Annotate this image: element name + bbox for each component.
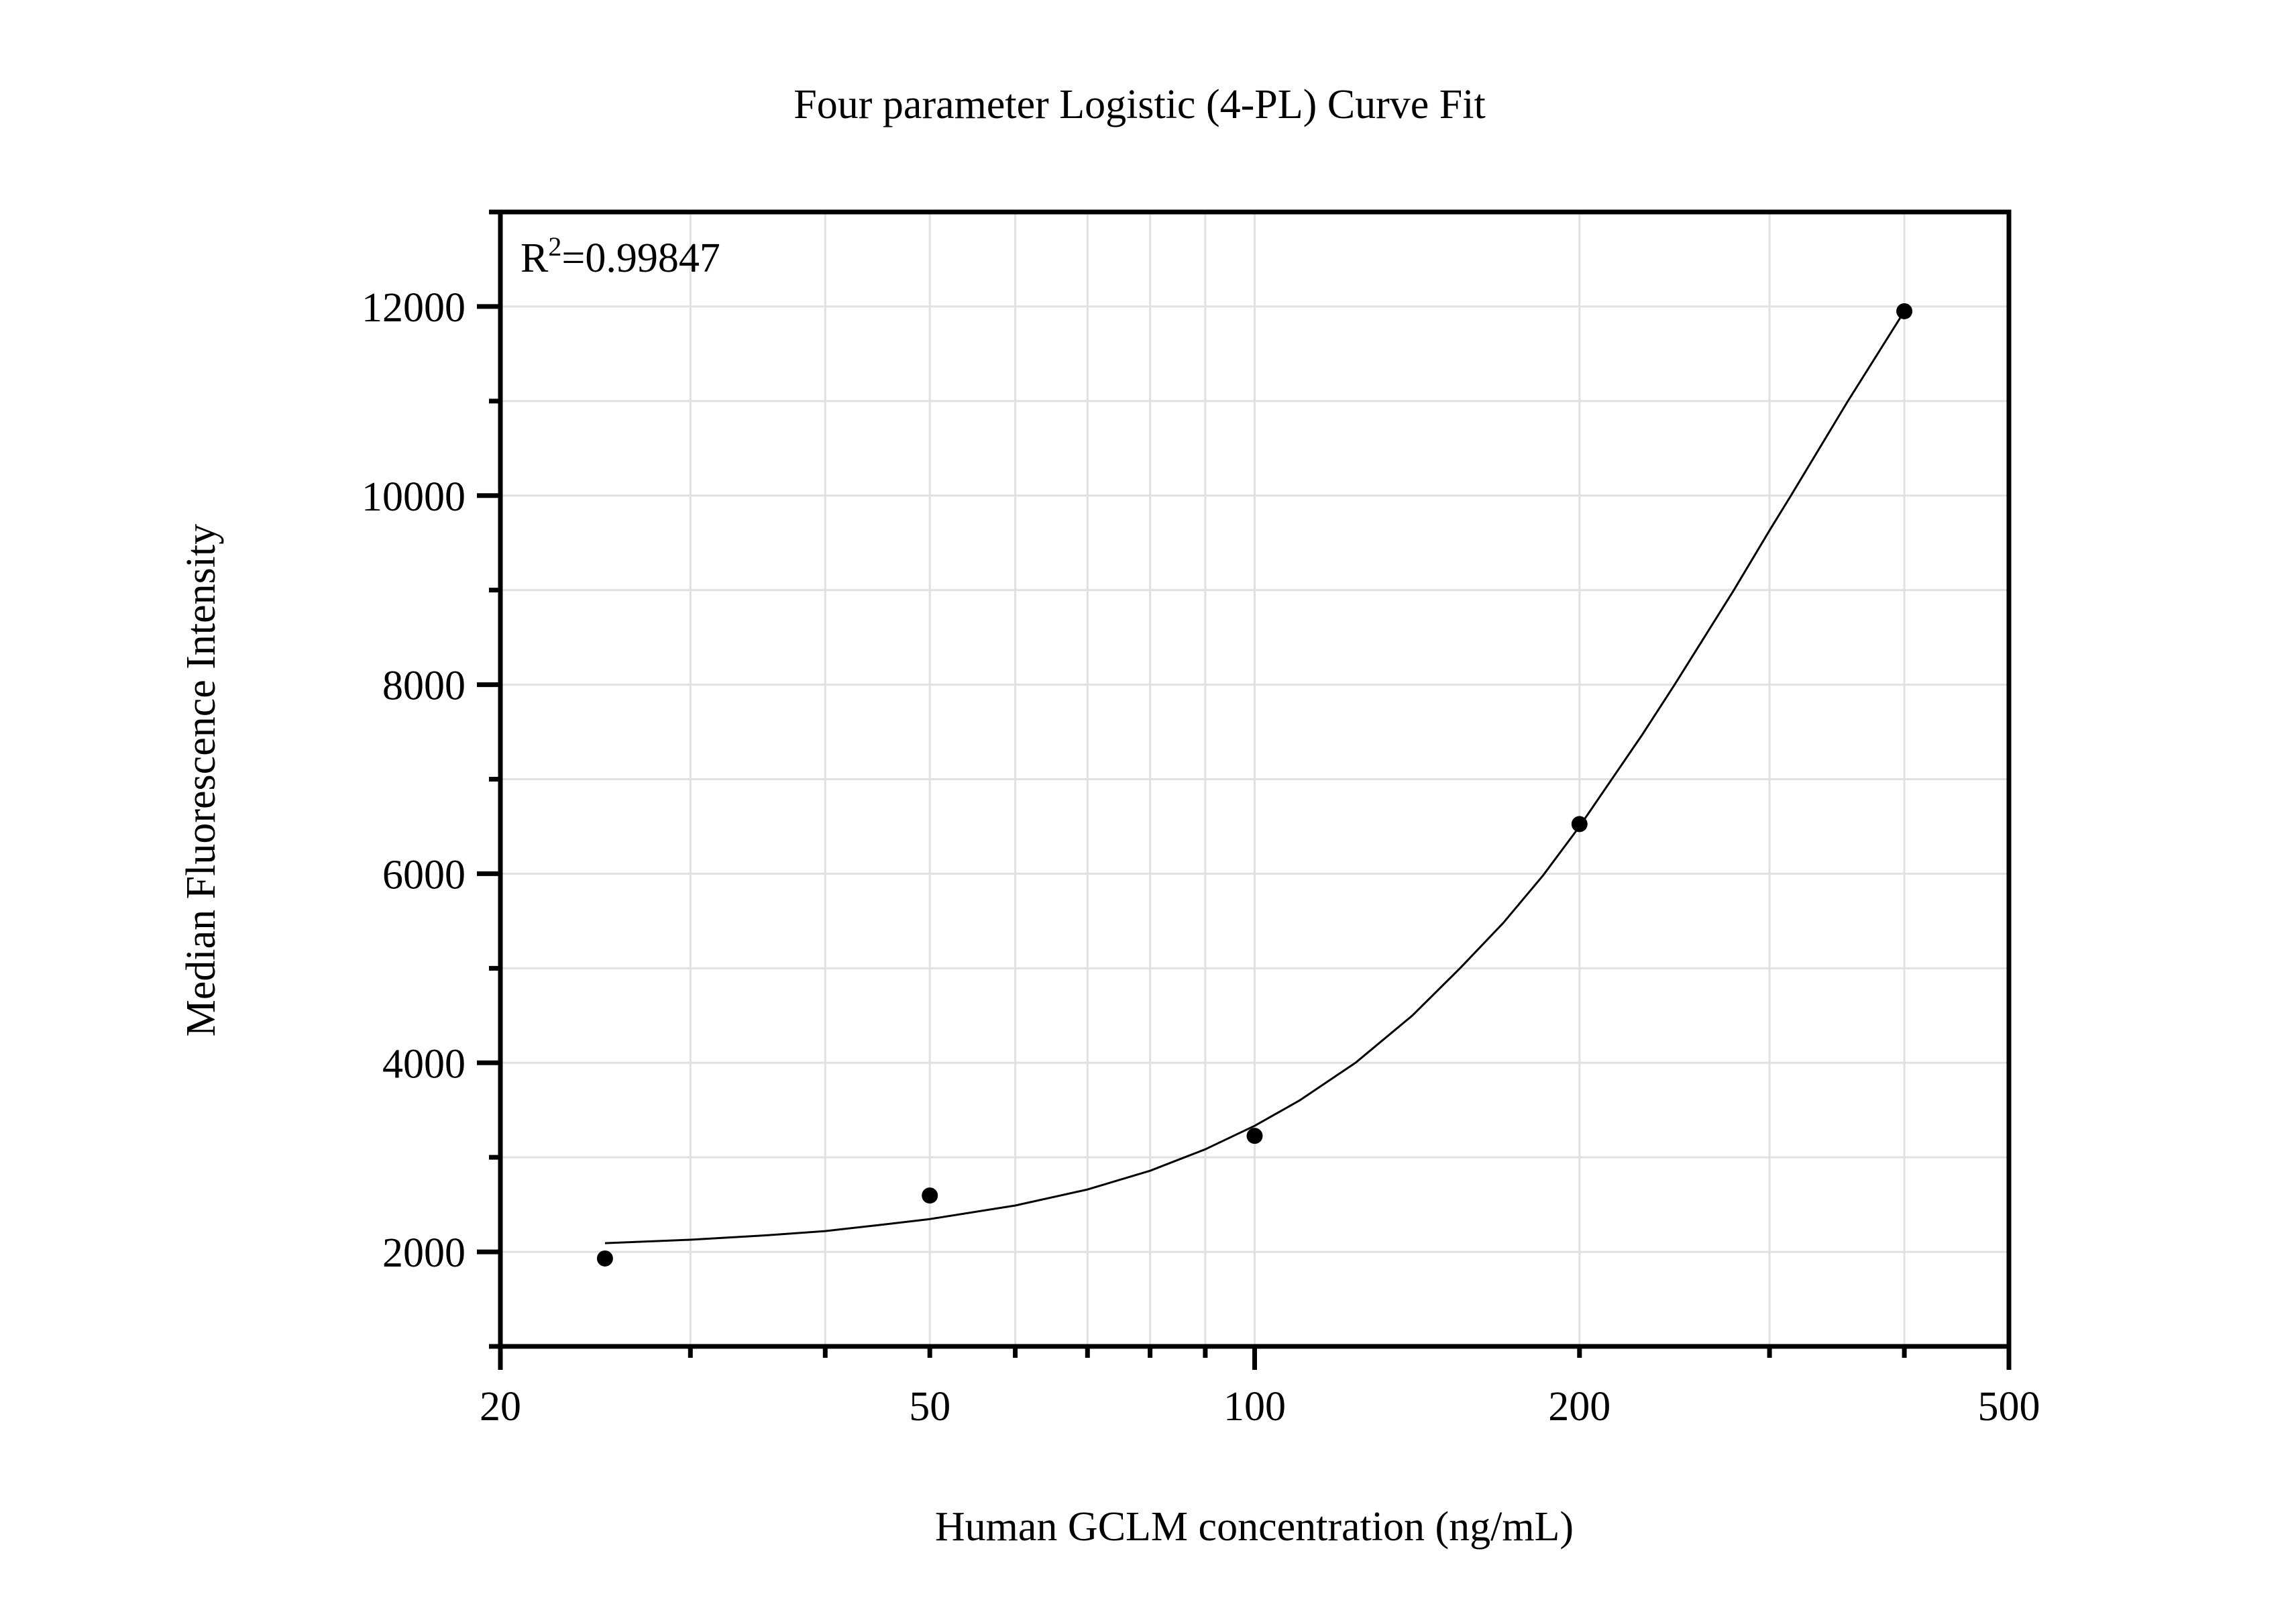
data-point <box>1246 1128 1263 1144</box>
data-point <box>922 1187 938 1204</box>
data-point <box>1571 816 1588 833</box>
plot-frame <box>498 209 2012 1349</box>
y-tick-label: 10000 <box>362 474 466 520</box>
tick-labels: 20 50 100 200 500 2000 4000 6000 8000 10000 12000 <box>362 285 2040 1430</box>
chart-title: Four parameter Logistic (4-PL) Curve Fit <box>794 82 1485 127</box>
y-tick-label: 6000 <box>382 852 466 898</box>
data-point <box>596 1250 613 1267</box>
x-tick-label: 500 <box>1978 1384 2040 1430</box>
axes <box>477 209 2012 1370</box>
fit-curve <box>604 311 1906 1244</box>
y-tick-label: 4000 <box>382 1041 466 1087</box>
y-tick-label: 8000 <box>382 663 466 709</box>
x-tick-label: 20 <box>480 1384 521 1430</box>
data-points <box>596 303 1913 1267</box>
y-axis-title: Median Fluorescence Intensity <box>178 524 224 1036</box>
x-tick-label: 50 <box>909 1384 950 1430</box>
y-tick-label: 2000 <box>382 1230 466 1276</box>
y-tick-label: 12000 <box>362 285 466 331</box>
x-tick-label: 100 <box>1223 1384 1286 1430</box>
gridlines <box>500 212 2009 1346</box>
x-tick-label: 200 <box>1548 1384 1610 1430</box>
r-squared-annotation: R2=0.99847 <box>521 231 720 281</box>
data-point <box>1896 303 1913 319</box>
fit-curve-line <box>604 311 1906 1244</box>
x-axis-title: Human GCLM concentration (ng/mL) <box>935 1504 1574 1550</box>
